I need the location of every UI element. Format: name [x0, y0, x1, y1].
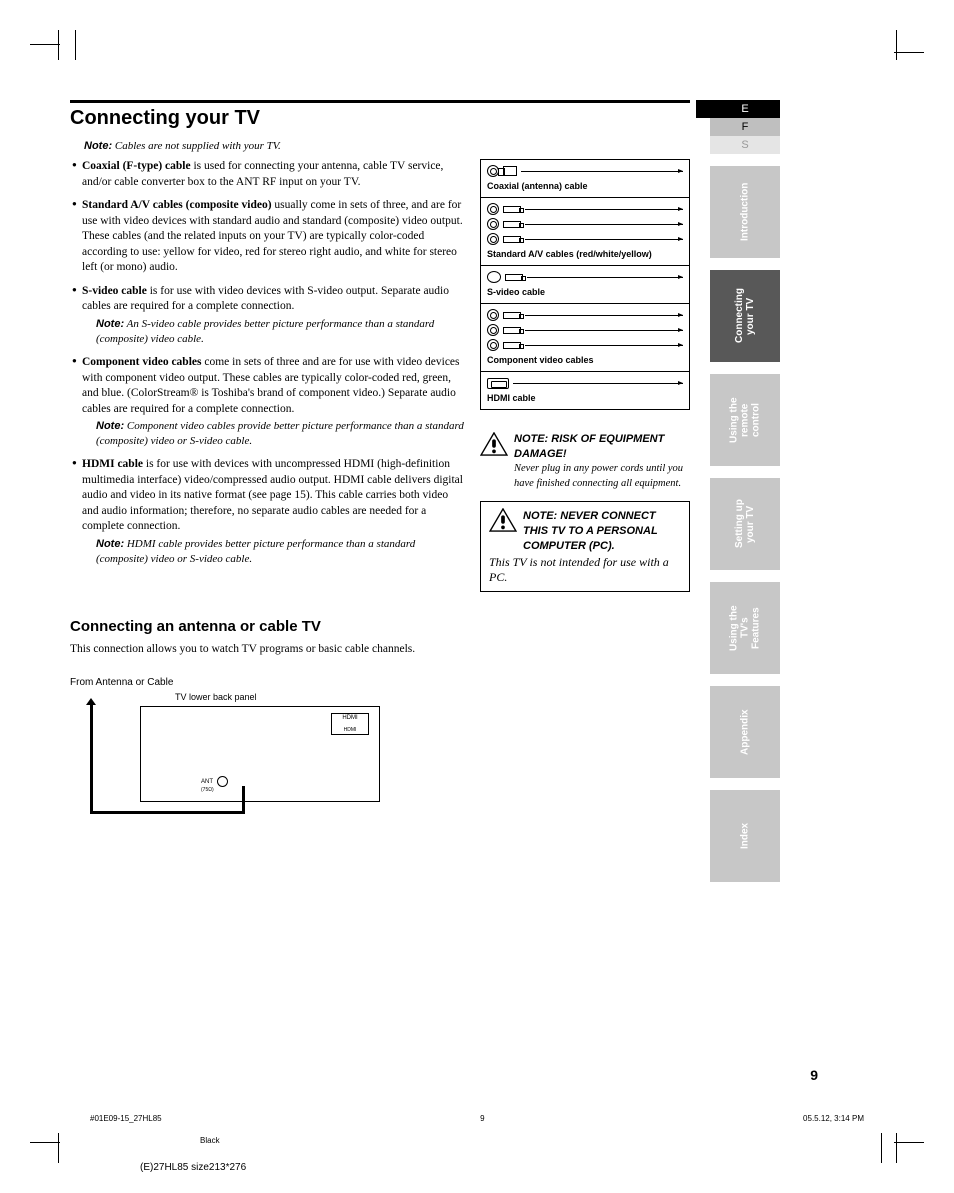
wire-icon	[525, 224, 683, 225]
cable-label: Coaxial (antenna) cable	[487, 181, 683, 191]
note-text: Component video cables provide better pi…	[96, 420, 464, 447]
rca-plug-icon	[503, 221, 521, 228]
note-text: HDMI cable provides better picture perfo…	[96, 538, 415, 565]
panel-label: TV lower back panel	[175, 692, 257, 702]
bullet-bold: HDMI cable	[82, 458, 143, 470]
connector-icon	[487, 218, 499, 230]
side-tab-intro: Introduction	[710, 166, 780, 258]
rca-plug-icon	[503, 206, 521, 213]
side-tab-appendix: Appendix	[710, 686, 780, 778]
warning-pc-box: NOTE: NEVER CONNECT THIS TV TO A PERSONA…	[480, 501, 690, 592]
connector-icon	[487, 309, 499, 321]
footer-page: 9	[480, 1114, 484, 1123]
note-lead: Note:	[84, 140, 112, 152]
plug-icon	[505, 274, 523, 281]
warning-body: Never plug in any power cords until you …	[514, 463, 683, 488]
wire-icon	[525, 330, 683, 331]
cable-label: S-video cable	[487, 287, 683, 297]
note-text: Cables are not supplied with your TV.	[112, 140, 281, 152]
wire-icon	[513, 383, 683, 384]
wire-icon	[527, 277, 683, 278]
svideo-plug-icon	[487, 271, 501, 283]
page-number: 9	[810, 1067, 818, 1083]
ant-jack-icon	[217, 776, 228, 787]
rca-plug-icon	[503, 342, 521, 349]
bullet-av: Standard A/V cables (composite video) us…	[82, 198, 466, 276]
rca-plug-icon	[503, 327, 521, 334]
cable-label: HDMI cable	[487, 393, 683, 403]
page-title: Connecting your TV	[70, 100, 690, 130]
note-lead: Note:	[96, 318, 124, 330]
rca-plug-icon	[503, 312, 521, 319]
cable-label: Standard A/V cables (red/white/yellow)	[487, 249, 683, 259]
cable-row-coax: Coaxial (antenna) cable	[481, 160, 689, 198]
cable-bullet-list: Coaxial (F-type) cable is used for conne…	[70, 159, 466, 567]
wire-icon	[525, 345, 683, 346]
footer-line: #01E09-15_27HL85 9 05.5.12, 3:14 PM	[90, 1114, 864, 1123]
ftype-plug-icon	[503, 166, 517, 176]
rca-plug-icon	[503, 236, 521, 243]
side-tab-features: Using the TV's Features	[710, 582, 780, 674]
side-tab-index: Index	[710, 790, 780, 882]
wire-icon	[525, 239, 683, 240]
ant-port: ANT (75Ω)	[201, 776, 228, 793]
warning-equipment-damage: NOTE: RISK OF EQUIPMENT DAMAGE! Never plu…	[480, 432, 690, 491]
bullet-svideo: S-video cable is for use with video devi…	[82, 284, 466, 347]
hdmi-plug-icon	[487, 378, 509, 389]
top-note: Note: Cables are not supplied with your …	[84, 138, 690, 153]
antenna-caption: From Antenna or Cable	[70, 677, 690, 688]
warning-triangle-icon	[489, 508, 517, 532]
warning-triangle-icon	[480, 432, 508, 456]
wire-icon	[521, 171, 683, 172]
cable-label: Component video cables	[487, 355, 683, 365]
footer-timestamp: 05.5.12, 3:14 PM	[803, 1114, 864, 1123]
wire-icon	[525, 315, 683, 316]
bullet-bold: S-video cable	[82, 285, 147, 297]
footer-size: (E)27HL85 size213*276	[140, 1162, 246, 1173]
note-text: An S-video cable provides better picture…	[96, 318, 434, 345]
warning-title: NOTE: RISK OF EQUIPMENT DAMAGE!	[514, 433, 664, 460]
cable-table: Coaxial (antenna) cable Standard A/V cab…	[480, 159, 690, 410]
tv-panel-outline: HDMI ANT (75Ω)	[140, 706, 380, 802]
cable-row-hdmi: HDMI cable	[481, 372, 689, 409]
lang-tab-e: E	[710, 100, 780, 118]
cable-row-svideo: S-video cable	[481, 266, 689, 304]
language-tabs: E F S	[710, 100, 780, 154]
ant-label: ANT	[201, 779, 213, 785]
bullet-hdmi: HDMI cable is for use with devices with …	[82, 457, 466, 567]
connector-icon	[487, 233, 499, 245]
cable-row-component: Component video cables	[481, 304, 689, 372]
bullet-component: Component video cables come in sets of t…	[82, 355, 466, 449]
section-title-antenna: Connecting an antenna or cable TV	[70, 618, 690, 635]
footer-file: #01E09-15_27HL85	[90, 1114, 162, 1123]
connector-icon	[487, 203, 499, 215]
antenna-body: This connection allows you to watch TV p…	[70, 641, 690, 657]
note-lead: Note:	[96, 538, 124, 550]
connector-icon	[487, 324, 499, 336]
connector-icon	[487, 339, 499, 351]
lang-tab-s: S	[710, 136, 780, 154]
hdmi-port-icon: HDMI	[331, 713, 369, 735]
wire-icon	[525, 209, 683, 210]
lang-tab-f: F	[710, 118, 780, 136]
side-tab-remote: Using the remote control	[710, 374, 780, 466]
bullet-bold: Coaxial (F-type) cable	[82, 160, 191, 172]
side-tab-connecting: Connecting your TV	[710, 270, 780, 362]
warning-title: NOTE: NEVER CONNECT THIS TV TO A PERSONA…	[523, 510, 657, 552]
connection-diagram: TV lower back panel HDMI ANT (75Ω)	[120, 692, 380, 812]
cable-row-av: Standard A/V cables (red/white/yellow)	[481, 198, 689, 266]
bullet-coax: Coaxial (F-type) cable is used for conne…	[82, 159, 466, 190]
bullet-bold: Component video cables	[82, 356, 201, 368]
ant-sub: (75Ω)	[201, 787, 228, 793]
bullet-bold: Standard A/V cables (composite video)	[82, 199, 272, 211]
note-lead: Note:	[96, 420, 124, 432]
side-tab-setting: Setting up your TV	[710, 478, 780, 570]
footer-color: Black	[200, 1136, 220, 1145]
warning-body: This TV is not intended for use with a P…	[489, 555, 669, 584]
